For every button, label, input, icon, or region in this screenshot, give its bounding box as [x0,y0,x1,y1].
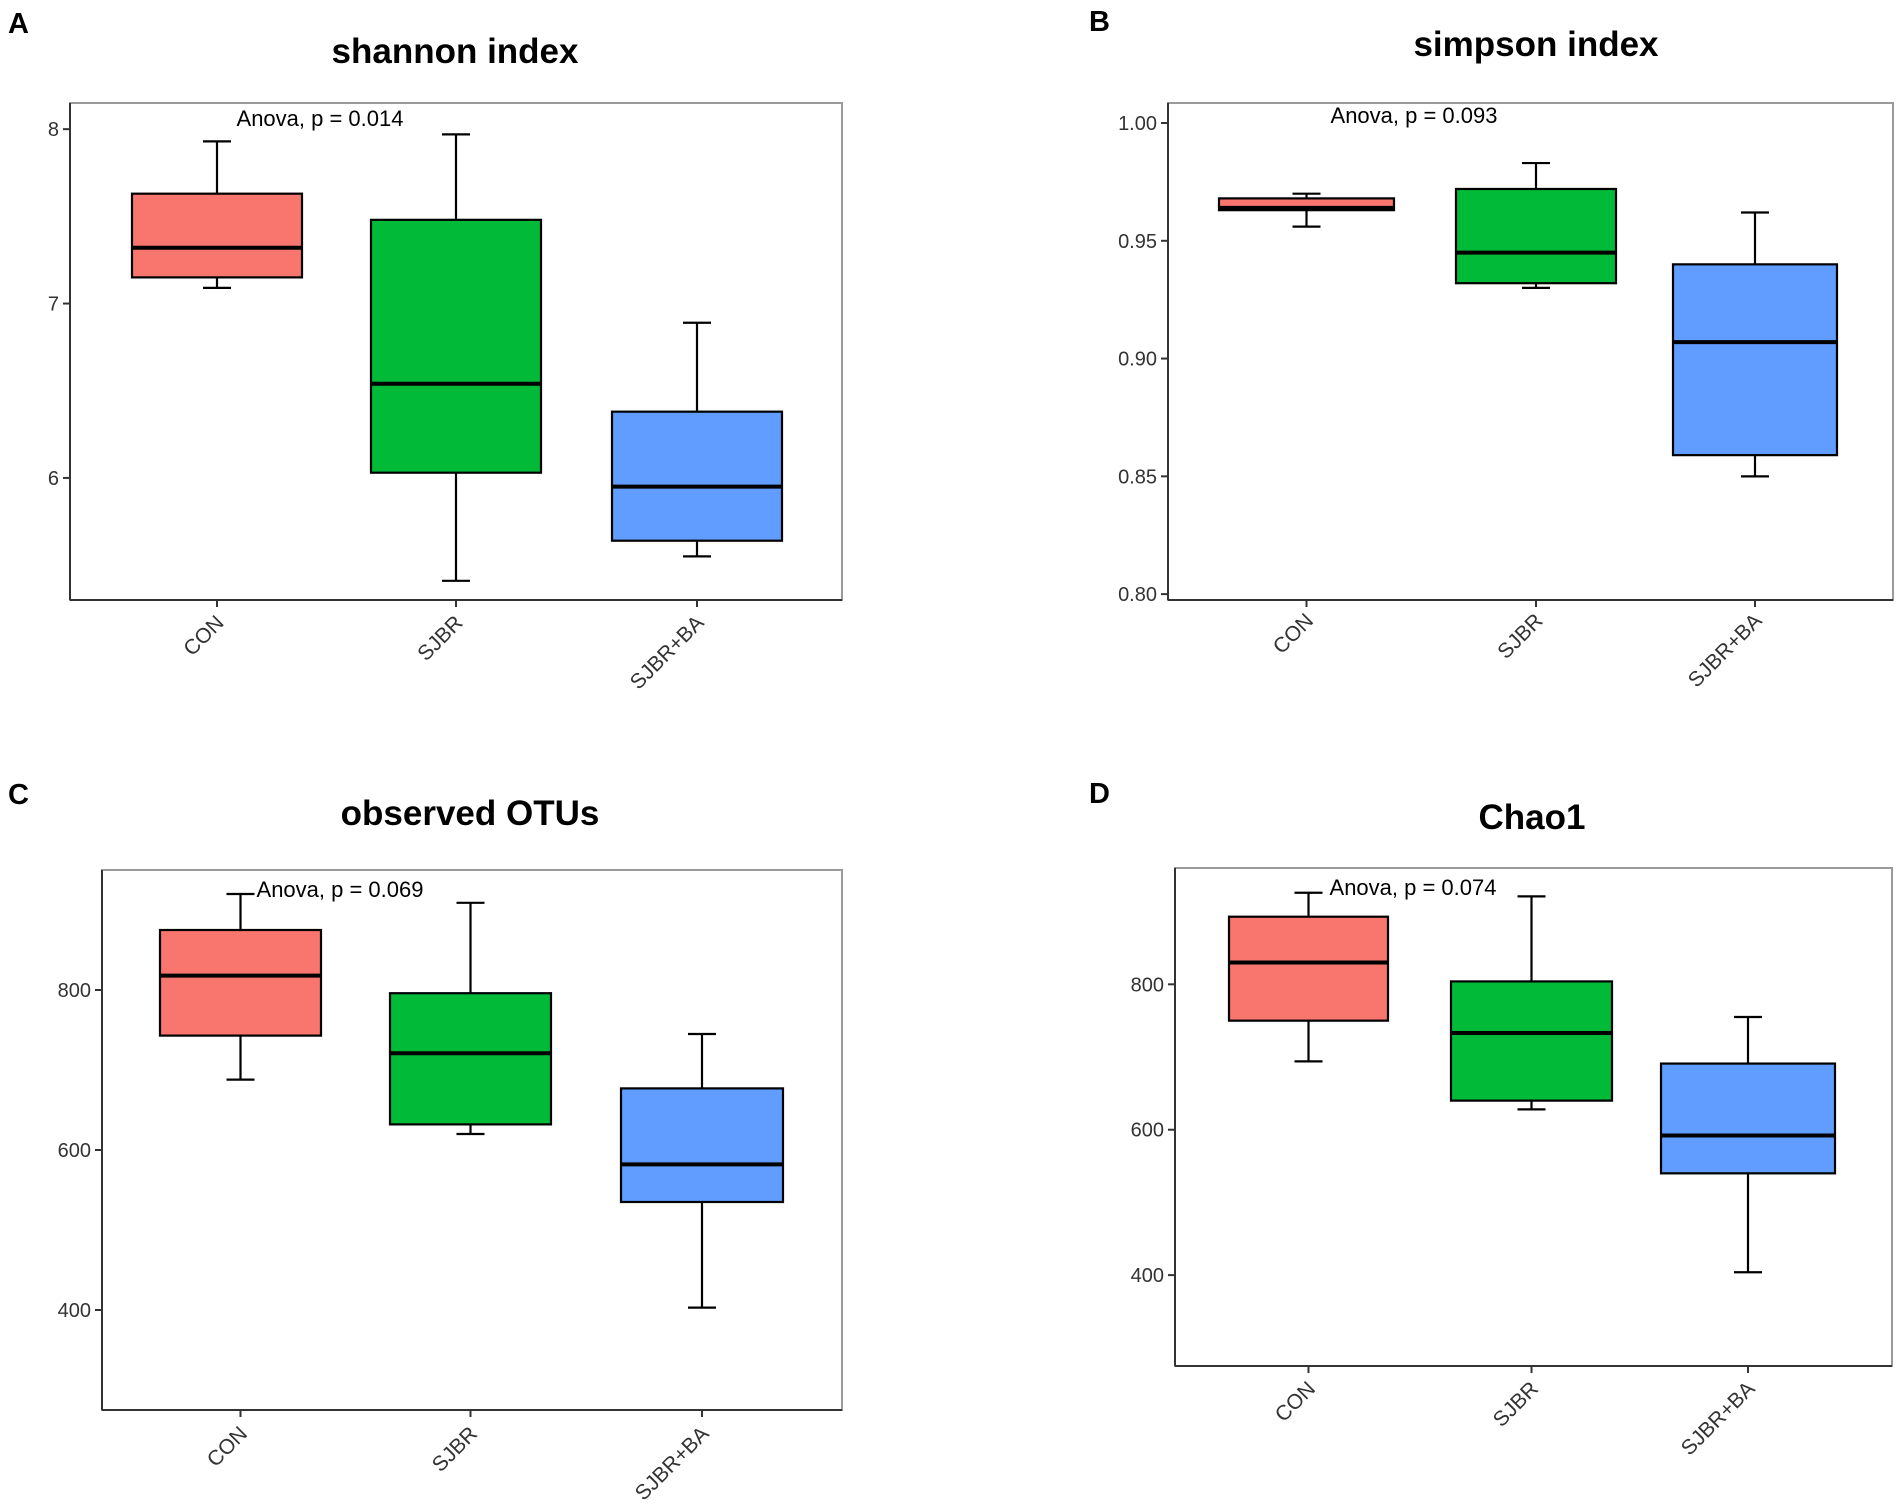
panel-label: C [8,779,29,811]
y-tick-label: 8 [48,119,59,141]
boxplot-sjbr-plus-ba [1659,1015,1837,1274]
boxplot-sjbr [369,133,543,582]
anova-annotation: Anova, p = 0.069 [257,877,424,902]
y-tick-label: 800 [1131,974,1164,996]
y-tick-label: 0.85 [1118,466,1157,488]
boxplot-con [1227,891,1390,1063]
panel-label: A [8,8,29,40]
interquartile-box [369,218,543,474]
y-tick-label: 0.90 [1118,349,1157,371]
boxplot-sjbr [1449,895,1614,1111]
chart-title: simpson index [1413,25,1659,64]
y-tick-label: 0.95 [1118,231,1157,253]
chart-title: shannon index [332,32,580,71]
interquartile-box [1449,980,1614,1102]
interquartile-box [619,1087,785,1204]
anova-annotation: Anova, p = 0.074 [1330,875,1497,900]
interquartile-box [1227,915,1390,1022]
boxplot-con [130,140,304,289]
interquartile-box [130,192,304,279]
boxplot-sjbr-plus-ba [610,321,784,558]
interquartile-box [610,410,784,542]
chart-title: Chao1 [1479,798,1586,837]
interquartile-box [158,928,323,1037]
y-tick-label: 7 [48,294,59,316]
panel-label: D [1089,778,1110,810]
panel-label: B [1089,6,1110,38]
y-tick-label: 1.00 [1118,113,1157,135]
y-tick-label: 6 [48,468,59,490]
y-tick-label: 600 [1131,1120,1164,1142]
chart-title: observed OTUs [341,794,600,833]
boxplot-sjbr-plus-ba [619,1032,785,1309]
y-tick-label: 400 [58,1300,91,1322]
y-tick-label: 400 [1131,1265,1164,1287]
interquartile-box [1454,187,1618,285]
boxplot-sjbr [388,901,553,1136]
boxplot-sjbr-plus-ba [1671,211,1839,478]
y-tick-label: 0.80 [1118,584,1157,606]
interquartile-box [388,992,553,1126]
anova-annotation: Anova, p = 0.014 [237,106,404,131]
y-tick-label: 600 [58,1140,91,1162]
interquartile-box [1217,197,1396,212]
interquartile-box [1671,263,1839,457]
boxplot-con [158,892,323,1081]
boxplot-sjbr [1454,161,1618,290]
boxplot-con [1217,192,1396,228]
interquartile-box [1659,1062,1837,1175]
anova-annotation: Anova, p = 0.093 [1331,103,1498,128]
y-tick-label: 800 [58,980,91,1002]
